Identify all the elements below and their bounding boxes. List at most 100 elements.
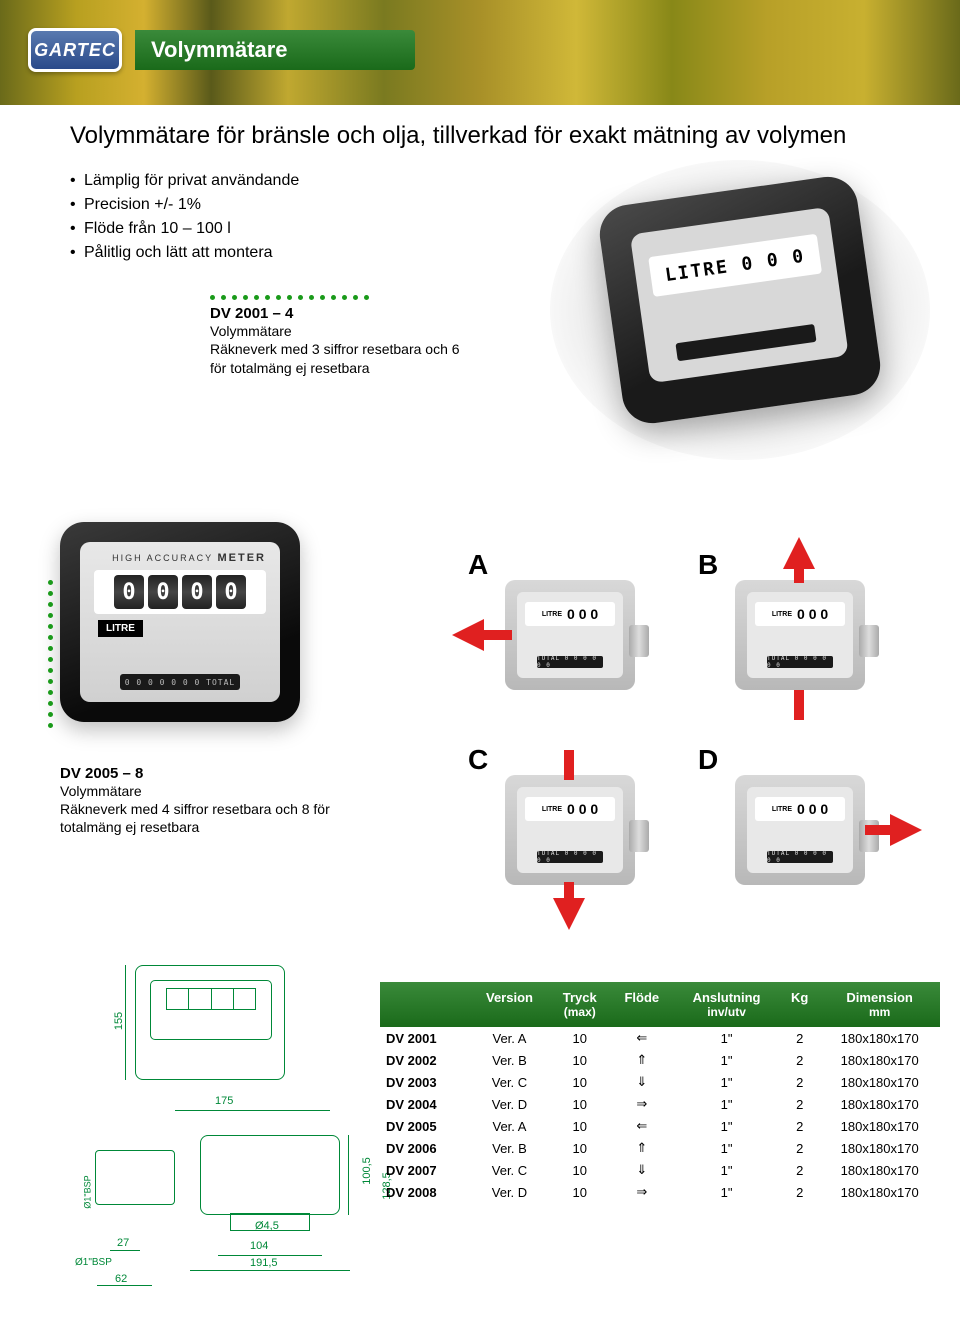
th-anslutning: Anslutninginv/utv [673,982,780,1027]
table-cell: ⇓ [611,1159,674,1181]
table-cell: 180x180x170 [819,1137,940,1159]
mini-knob [859,625,879,657]
table-cell: Ver. D [470,1181,549,1203]
arrow-down-icon [553,898,585,930]
mini-digits: 0 0 0 [797,801,828,817]
mini-meter: LITRE0 0 0 TOTAL 0 0 0 0 0 0 [505,580,635,690]
dim-100-5: 100,5 [361,1157,373,1185]
mini-display: LITRE0 0 0 [525,602,615,626]
table-cell: 1" [673,1049,780,1071]
direction-label-b: B [698,549,718,581]
product-photo-large: LITRE 0 0 0 [550,160,930,460]
th-dimension: Dimensionmm [819,982,940,1027]
tech-top-view [135,965,285,1080]
arrow-stem [794,565,804,583]
table-cell: ⇐ [611,1115,674,1137]
meter-small-body: HIGH ACCURACY METER 0000 LITRE 0 0 0 0 0… [60,522,300,722]
meter-small-brand: HIGH ACCURACY METER [112,552,266,564]
page-title: Volymmätare [151,37,288,63]
mini-digits: 0 0 0 [797,606,828,622]
th-version: Version [470,982,549,1027]
direction-cell-d: D LITRE0 0 0 TOTAL 0 0 0 0 0 0 [690,750,900,915]
callout-1-line2: Räkneverk med 3 siffror resetbara och 6 … [210,340,470,376]
mini-display: LITRE 0 0 0 [525,797,615,821]
th-kg: Kg [780,982,819,1027]
arrow-stem [482,630,512,640]
mini-total: TOTAL 0 0 0 0 0 0 [537,851,603,863]
table-cell: Ver. B [470,1049,549,1071]
mini-litre: LITRE [542,806,562,813]
spec-table: Version Tryck(max) Flöde Anslutninginv/u… [380,982,940,1203]
mini-digits: 0 0 0 [567,801,598,817]
table-cell: 180x180x170 [819,1049,940,1071]
spec-table-body: DV 2001Ver. A10⇐1"2180x180x170DV 2002Ver… [380,1027,940,1203]
table-cell: ⇑ [611,1049,674,1071]
meter-small-total: 0 0 0 0 0 0 0 TOTAL [120,674,240,690]
dim-line [125,965,126,1080]
callout-2-title: DV 2005 – 8 [60,765,380,782]
th-tryck: Tryck(max) [549,982,611,1027]
table-row: DV 2001Ver. A10⇐1"2180x180x170 [380,1027,940,1049]
table-cell: 2 [780,1071,819,1093]
callout-1-line1: Volymmätare [210,322,470,340]
direction-cell-a: A LITRE0 0 0 TOTAL 0 0 0 0 0 0 [460,555,670,720]
th-dimension-sub: mm [825,1005,934,1019]
table-cell: 180x180x170 [819,1093,940,1115]
table-cell: 2 [780,1137,819,1159]
table-cell: Ver. B [470,1137,549,1159]
th-anslutning-sub: inv/utv [679,1005,774,1019]
table-cell: 10 [549,1181,611,1203]
table-cell: 10 [549,1115,611,1137]
mini-digits: 0 0 0 [567,606,598,622]
table-cell: ⇒ [611,1093,674,1115]
table-cell: 180x180x170 [819,1181,940,1203]
table-row: DV 2006Ver. B10⇑1"2180x180x170 [380,1137,940,1159]
table-cell: ⇐ [611,1027,674,1049]
mini-knob [629,625,649,657]
dim-104: 104 [250,1240,268,1252]
meter-body: LITRE 0 0 0 [596,173,884,427]
meter-brand-text: HIGH ACCURACY [112,553,213,563]
table-cell: DV 2001 [380,1027,470,1049]
arrow-left-icon [452,619,484,651]
product-photo-small: HIGH ACCURACY METER 0000 LITRE 0 0 0 0 0… [60,522,320,742]
dim-d45: Ø4,5 [255,1220,279,1232]
intro-heading: Volymmätare för bränsle och olja, tillve… [70,120,930,151]
mini-meter: LITRE 0 0 0 TOTAL 0 0 0 0 0 0 [505,775,635,885]
table-cell: 10 [549,1071,611,1093]
dim-191-5: 191,5 [250,1257,278,1269]
table-row: DV 2003Ver. C10⇓1"2180x180x170 [380,1071,940,1093]
mini-total: TOTAL 0 0 0 0 0 0 [767,656,833,668]
table-cell: DV 2006 [380,1137,470,1159]
table-cell: Ver. D [470,1093,549,1115]
green-dots-horizontal [210,295,470,301]
th-kg-text: Kg [791,990,808,1005]
table-cell: 1" [673,1115,780,1137]
mini-meter-face: LITRE 0 0 0 TOTAL 0 0 0 0 0 0 [517,787,623,873]
dim-line [218,1255,322,1256]
th-tryck-sub: (max) [555,1005,605,1019]
meter-small-digits: 0000 [94,570,266,614]
table-cell: 10 [549,1027,611,1049]
mini-meter-face: LITRE0 0 0 TOTAL 0 0 0 0 0 0 [747,787,853,873]
arrow-stem [564,882,574,900]
mini-meter: LITRE 0 0 0 TOTAL 0 0 0 0 0 0 [735,580,865,690]
table-cell: 1" [673,1093,780,1115]
dim-155: 155 [113,1012,125,1030]
table-cell: DV 2002 [380,1049,470,1071]
table-cell: DV 2003 [380,1071,470,1093]
table-cell: 1" [673,1137,780,1159]
dim-bsp1: Ø1"BSP [83,1175,93,1208]
digit: 0 [182,575,212,609]
mini-litre: LITRE [772,806,792,813]
direction-cell-c: C LITRE0 0 0 TOTAL 0 0 0 0 0 0 [460,750,670,915]
tech-front-view [95,1150,175,1205]
mini-litre: LITRE [772,611,792,618]
digit: 0 [216,575,246,609]
mini-meter-face: LITRE0 0 0 TOTAL 0 0 0 0 0 0 [517,592,623,678]
table-cell: DV 2004 [380,1093,470,1115]
dim-line [175,1110,330,1111]
meter-litre-badge: LITRE [98,620,143,637]
table-cell: Ver. C [470,1159,549,1181]
direction-grid: A LITRE0 0 0 TOTAL 0 0 0 0 0 0 B LITRE0 … [460,555,920,915]
